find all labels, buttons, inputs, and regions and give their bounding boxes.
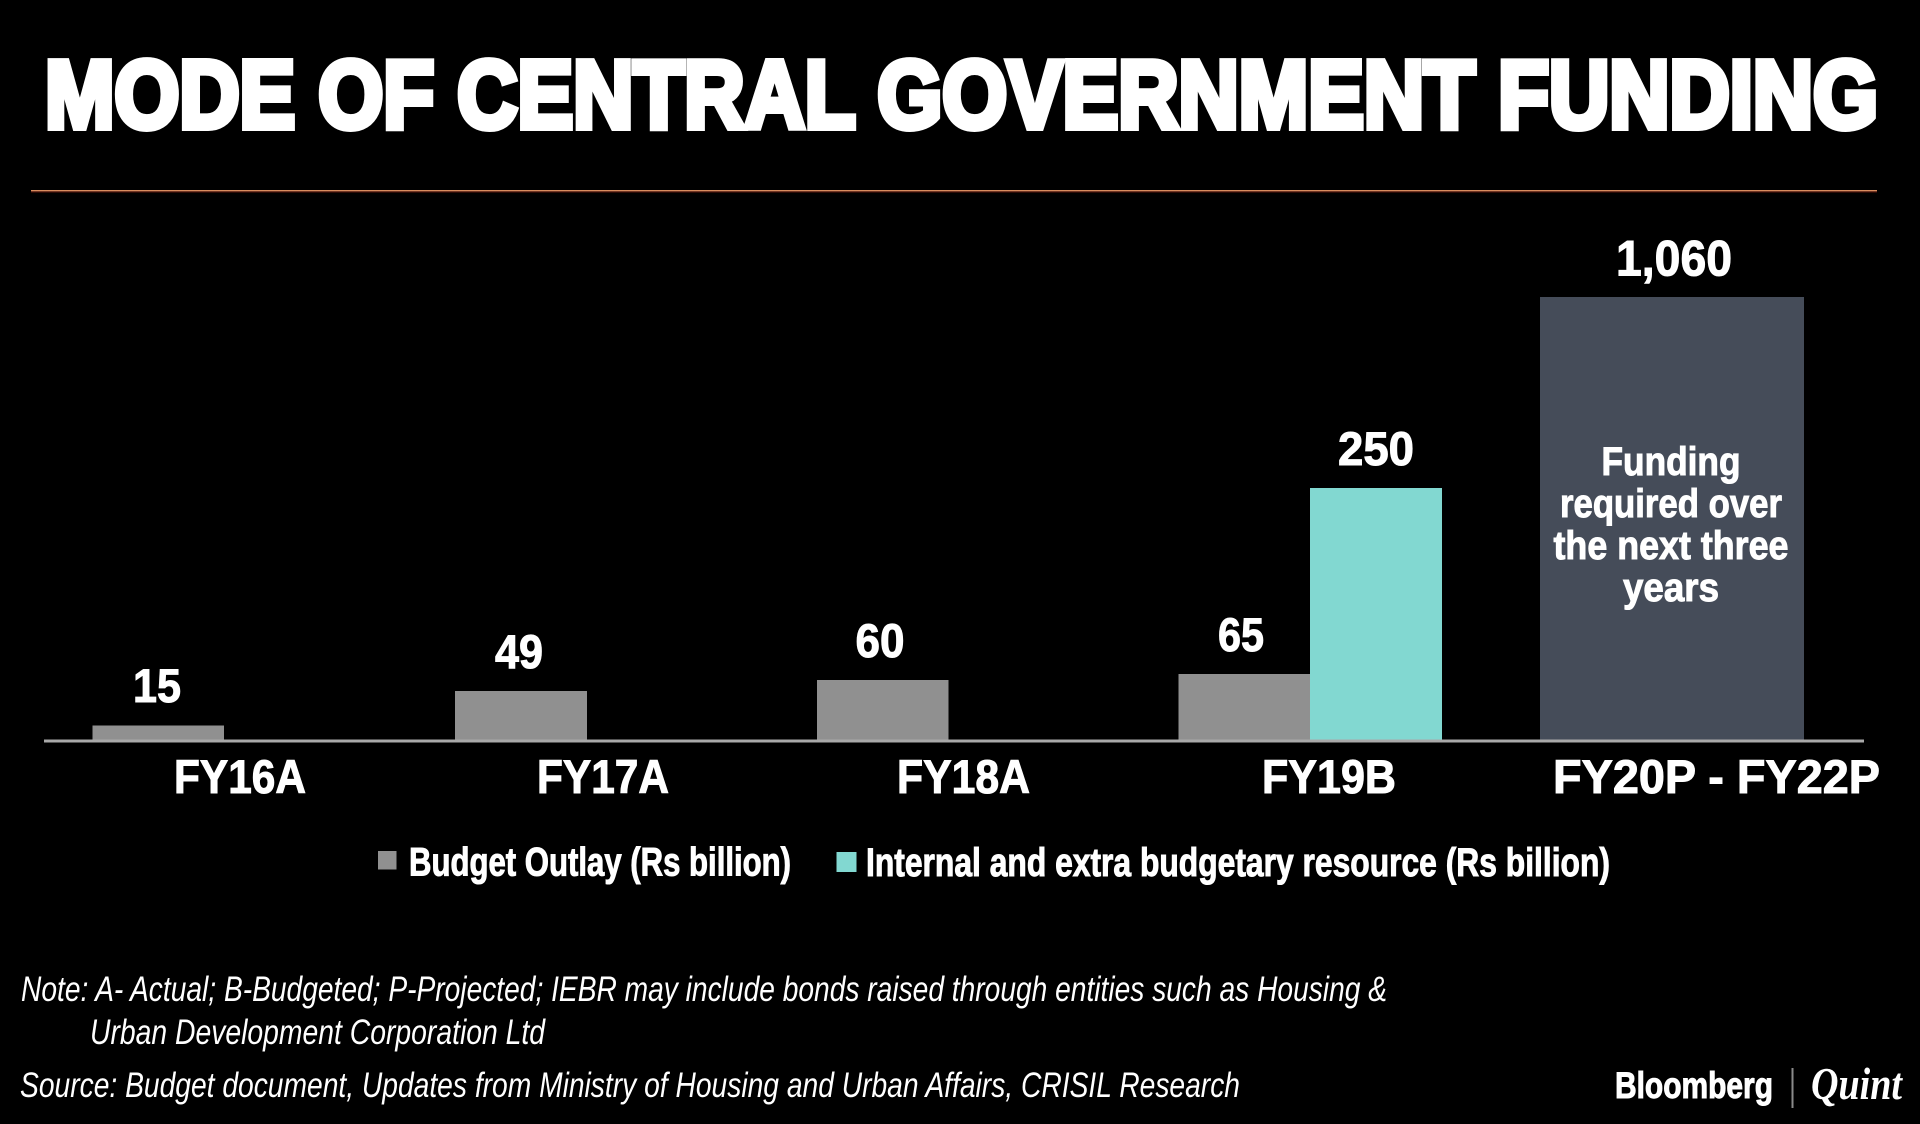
svg-text:FY16A: FY16A [174, 750, 306, 803]
svg-text:the next three: the next three [1554, 524, 1789, 568]
svg-text:Funding: Funding [1602, 440, 1741, 484]
svg-text:required over: required over [1560, 482, 1782, 526]
svg-text:Urban Development Corporation: Urban Development Corporation Ltd [90, 1013, 546, 1052]
svg-text:FY20P - FY22P: FY20P - FY22P [1553, 750, 1880, 803]
svg-text:Internal and extra budgetary r: Internal and extra budgetary resource (R… [866, 841, 1610, 885]
svg-text:1,060: 1,060 [1616, 231, 1732, 287]
svg-text:250: 250 [1338, 422, 1414, 475]
svg-text:years: years [1623, 566, 1719, 610]
svg-text:MODE OF CENTRAL GOVERNMENT FUN: MODE OF CENTRAL GOVERNMENT FUNDING [45, 42, 1878, 149]
svg-text:Bloomberg: Bloomberg [1615, 1065, 1773, 1106]
svg-text:Budget Outlay (Rs billion): Budget Outlay (Rs billion) [409, 841, 791, 885]
svg-text:FY17A: FY17A [537, 750, 669, 803]
svg-text:49: 49 [495, 625, 543, 678]
svg-text:FY18A: FY18A [897, 750, 1030, 803]
svg-text:FY19B: FY19B [1262, 750, 1396, 803]
svg-text:Note: A- Actual; B-Budgeted; P: Note: A- Actual; B-Budgeted; P-Projected… [21, 970, 1387, 1009]
svg-text:15: 15 [133, 659, 181, 712]
svg-text:Source: Budget document, Updat: Source: Budget document, Updates from Mi… [20, 1066, 1240, 1105]
svg-text:65: 65 [1218, 608, 1264, 661]
svg-text:Quint: Quint [1811, 1059, 1903, 1109]
svg-text:60: 60 [856, 614, 905, 667]
